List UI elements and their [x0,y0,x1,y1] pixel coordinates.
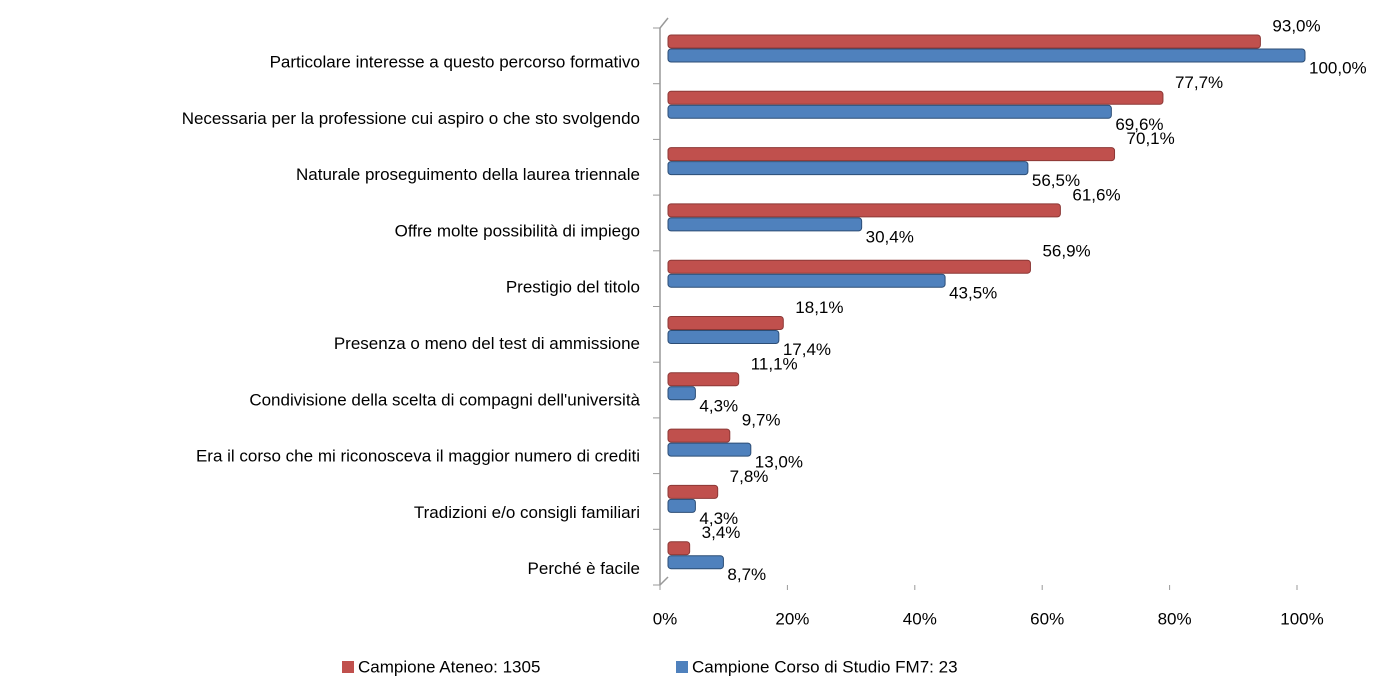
value-label: 3,4% [702,523,741,542]
category-label: Condivisione della scelta di compagni de… [249,390,640,409]
legend-swatch [342,661,354,673]
bar [667,555,724,570]
value-label: 93,0% [1272,16,1320,35]
category-label: Tradizioni e/o consigli familiari [414,503,640,522]
value-label: 4,3% [699,396,738,415]
bar [667,372,740,387]
bar [667,541,691,556]
category-label: Era il corso che mi riconosceva il maggi… [196,447,640,466]
y-axis-depth [659,17,669,29]
y-axis-depth [659,576,669,586]
bar [667,428,731,443]
category-label: Presenza o meno del test di ammissione [334,334,640,353]
bar [667,203,1061,218]
bar [667,386,696,401]
value-label: 18,1% [795,298,843,317]
value-label: 70,1% [1127,129,1175,148]
bar [667,147,1116,162]
bar [667,484,719,499]
value-label: 56,9% [1042,242,1090,261]
value-label: 43,5% [949,284,997,303]
bar [667,259,1031,274]
bar [667,498,696,513]
bar [667,217,863,232]
legend-label: Campione Corso di Studio FM7: 23 [692,657,958,676]
value-label: 100,0% [1309,58,1367,77]
value-label: 7,8% [730,467,769,486]
category-label: Necessaria per la professione cui aspiro… [182,109,640,128]
bar [667,161,1029,176]
bar [667,90,1164,105]
bar [667,330,780,344]
value-label: 4,3% [699,509,738,528]
category-label: Offre molte possibilità di impiego [395,221,640,240]
bar [667,442,752,457]
legend-swatch [676,661,688,673]
value-label: 13,0% [755,453,803,472]
x-tick-label: 20% [775,609,809,628]
x-tick-label: 60% [1030,609,1064,628]
bar [667,273,946,288]
bar [667,34,1261,49]
category-label: Particolare interesse a questo percorso … [270,52,640,71]
bar [667,316,784,330]
value-label: 30,4% [866,227,914,246]
bar [667,104,1112,119]
value-label: 77,7% [1175,73,1223,92]
value-label: 69,6% [1115,115,1163,134]
x-tick-label: 80% [1158,609,1192,628]
category-label: Perché è facile [528,559,640,578]
value-label: 17,4% [783,340,831,359]
value-label: 56,5% [1032,171,1080,190]
bar [667,48,1306,63]
legend-label: Campione Ateneo: 1305 [358,657,540,676]
x-tick-label: 40% [903,609,937,628]
value-label: 11,1% [751,354,798,373]
value-label: 61,6% [1072,185,1120,204]
value-label: 8,7% [727,565,766,584]
category-label: Prestigio del titolo [506,278,640,297]
x-tick-label: 100% [1280,609,1323,628]
value-label: 9,7% [742,411,781,430]
x-tick-label: 0% [653,609,678,628]
category-label: Naturale proseguimento della laurea trie… [296,165,640,184]
